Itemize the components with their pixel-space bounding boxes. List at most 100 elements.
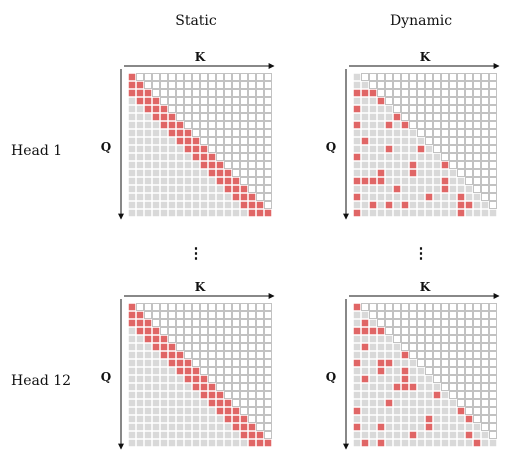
empty-cell (184, 335, 192, 343)
empty-cell (481, 73, 489, 81)
empty-cell (465, 89, 473, 97)
empty-cell (240, 367, 248, 375)
empty-cell (256, 391, 264, 399)
attended-cell (441, 177, 449, 185)
empty-cell (465, 407, 473, 415)
masked-cell (457, 431, 465, 439)
masked-cell (369, 431, 377, 439)
attended-cell (128, 89, 136, 97)
empty-cell (216, 303, 224, 311)
masked-cell (136, 383, 144, 391)
attended-cell (425, 193, 433, 201)
masked-cell (208, 201, 216, 209)
empty-cell (216, 343, 224, 351)
masked-cell (481, 201, 489, 209)
empty-cell (192, 311, 200, 319)
empty-cell (224, 335, 232, 343)
empty-cell (417, 129, 425, 137)
empty-cell (473, 343, 481, 351)
empty-cell (481, 137, 489, 145)
empty-cell (481, 121, 489, 129)
masked-cell (353, 319, 361, 327)
empty-cell (409, 335, 417, 343)
empty-cell (473, 185, 481, 193)
masked-cell (184, 201, 192, 209)
empty-cell (224, 73, 232, 81)
empty-cell (176, 105, 184, 113)
masked-cell (401, 185, 409, 193)
empty-cell (465, 319, 473, 327)
attended-cell (264, 209, 272, 217)
masked-cell (353, 137, 361, 145)
masked-cell (425, 169, 433, 177)
empty-cell (232, 367, 240, 375)
column-title-static: Static (175, 13, 217, 29)
empty-cell (481, 161, 489, 169)
masked-cell (184, 153, 192, 161)
masked-cell (401, 407, 409, 415)
masked-cell (128, 431, 136, 439)
masked-cell (393, 423, 401, 431)
masked-cell (393, 145, 401, 153)
attended-cell (152, 113, 160, 121)
empty-cell (457, 335, 465, 343)
empty-cell (465, 97, 473, 105)
empty-cell (489, 161, 497, 169)
empty-cell (465, 343, 473, 351)
masked-cell (128, 97, 136, 105)
masked-cell (184, 161, 192, 169)
masked-cell (401, 177, 409, 185)
empty-cell (409, 97, 417, 105)
masked-cell (377, 375, 385, 383)
empty-cell (457, 359, 465, 367)
attended-cell (401, 375, 409, 383)
masked-cell (176, 423, 184, 431)
empty-cell (264, 391, 272, 399)
masked-cell (417, 415, 425, 423)
attended-cell (192, 145, 200, 153)
masked-cell (433, 193, 441, 201)
attended-cell (144, 97, 152, 105)
masked-cell (168, 383, 176, 391)
masked-cell (401, 161, 409, 169)
masked-cell (144, 359, 152, 367)
masked-cell (176, 201, 184, 209)
attended-cell (401, 121, 409, 129)
empty-cell (425, 367, 433, 375)
empty-cell (473, 311, 481, 319)
masked-cell (152, 185, 160, 193)
masked-cell (393, 431, 401, 439)
masked-cell (136, 153, 144, 161)
masked-cell (353, 73, 361, 81)
masked-cell (128, 161, 136, 169)
empty-cell (393, 105, 401, 113)
masked-cell (433, 423, 441, 431)
masked-cell (200, 423, 208, 431)
masked-cell (353, 391, 361, 399)
attended-cell (168, 121, 176, 129)
masked-cell (369, 129, 377, 137)
empty-cell (441, 153, 449, 161)
masked-cell (401, 145, 409, 153)
attended-cell (425, 415, 433, 423)
masked-cell (401, 209, 409, 217)
masked-cell (216, 423, 224, 431)
empty-cell (256, 335, 264, 343)
empty-cell (473, 327, 481, 335)
empty-cell (248, 367, 256, 375)
masked-cell (433, 161, 441, 169)
q-axis-label: Q (326, 140, 336, 154)
empty-cell (224, 129, 232, 137)
empty-cell (465, 105, 473, 113)
empty-cell (224, 319, 232, 327)
empty-cell (481, 97, 489, 105)
masked-cell (385, 185, 393, 193)
empty-cell (248, 335, 256, 343)
masked-cell (393, 407, 401, 415)
empty-cell (240, 177, 248, 185)
empty-cell (449, 391, 457, 399)
masked-cell (128, 439, 136, 447)
empty-cell (481, 391, 489, 399)
masked-cell (393, 375, 401, 383)
masked-cell (224, 193, 232, 201)
